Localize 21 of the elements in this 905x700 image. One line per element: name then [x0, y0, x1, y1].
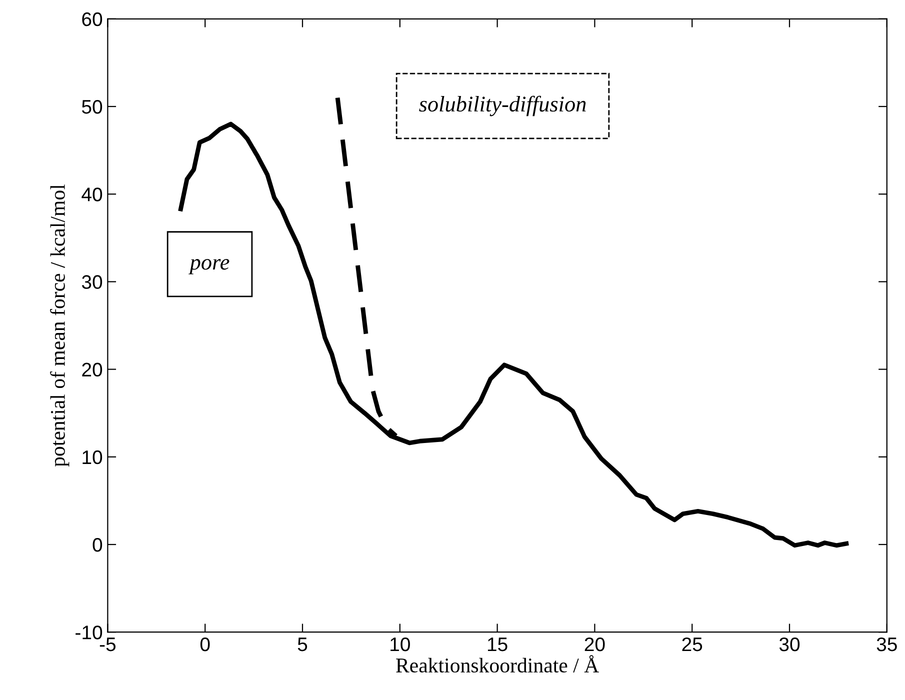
x-axis-title: Reaktionskoordinate / Å [396, 655, 599, 673]
y-tick-label: 20 [82, 362, 102, 377]
y-tick-label: 50 [82, 100, 102, 114]
x-tick-label: 0 [200, 637, 210, 652]
annotation: pore [188, 259, 230, 274]
y-tick-label: 40 [82, 188, 102, 202]
x-tick-label: 15 [488, 638, 508, 652]
x-tick-label: 5 [298, 638, 308, 652]
x-tick-label: 10 [390, 637, 410, 652]
annotation: solubility-diffusion [419, 96, 586, 116]
x-tick-label: 25 [682, 637, 702, 652]
y-tick-label: -10 [76, 626, 102, 640]
y-tick-label: 30 [82, 275, 102, 289]
x-tick-label: -5 [100, 638, 116, 652]
x-tick-label: 35 [876, 637, 897, 652]
y-axis-title: potential of mean force / kcal/mol [50, 184, 70, 467]
y-tick-label: 0 [92, 538, 102, 552]
y-tick-label: 60 [82, 12, 102, 26]
x-tick-label: 20 [584, 637, 605, 652]
x-tick-label: 30 [779, 637, 800, 652]
y-tick-label: 10 [82, 450, 102, 464]
